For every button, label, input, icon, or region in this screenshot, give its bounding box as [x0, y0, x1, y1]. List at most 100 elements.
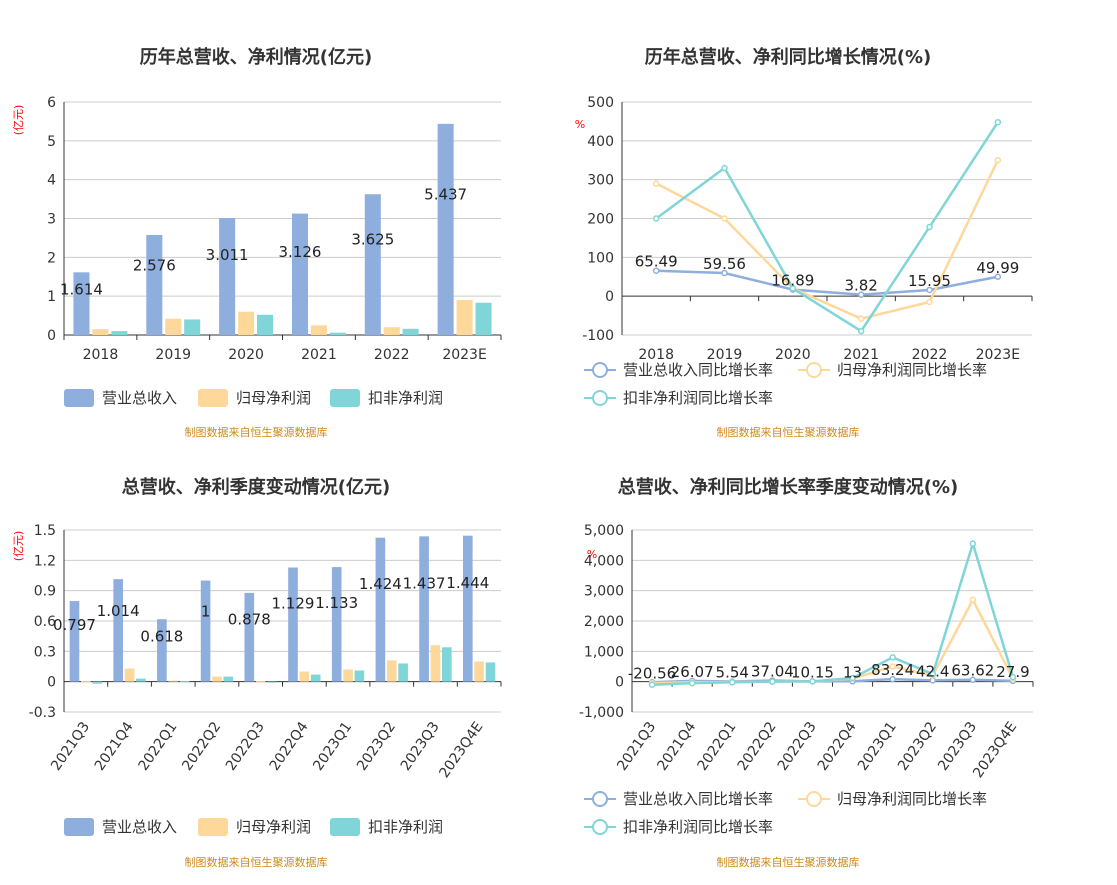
data-label: 42.4	[916, 662, 949, 680]
point-deducted	[889, 654, 896, 661]
quarterly-growth-chart: 总营收、净利同比增长率季度变动情况(%)% -1,000 0 1,000 2,000 3,…	[579, 476, 1034, 869]
legend-swatch	[330, 818, 360, 836]
y-tick-label: 5	[47, 134, 56, 150]
bar-netprofit	[456, 300, 473, 335]
x-tick-label: 2022Q4	[815, 719, 860, 774]
point-deducted	[809, 678, 816, 685]
point-netprofit	[969, 596, 977, 604]
data-label: 0.878	[228, 611, 271, 629]
bar-netprofit	[124, 668, 135, 682]
x-tick-label: 2023Q1	[310, 719, 355, 774]
data-label: 59.56	[703, 255, 746, 273]
y-tick-label: 0	[47, 675, 56, 691]
data-label: 83.24	[871, 661, 914, 679]
x-tick-label: 2022Q2	[179, 719, 224, 774]
x-tick-label: 2021Q4	[92, 719, 137, 774]
bar-netprofit	[430, 645, 441, 682]
y-tick-label: 500	[587, 95, 614, 111]
y-tick-label: 1.2	[34, 553, 56, 569]
y-tick-label: 3	[47, 212, 56, 228]
bar-revenue	[437, 123, 454, 336]
data-label: -20.56	[628, 664, 676, 682]
bar-revenue	[419, 536, 429, 682]
bar-revenue	[244, 592, 255, 682]
x-tick-label: 2022Q1	[136, 719, 181, 774]
bar-revenue	[69, 601, 80, 682]
data-label: 26.07	[671, 663, 714, 681]
bar-revenue	[200, 580, 211, 682]
data-label: 5.54	[716, 663, 749, 681]
point-revenue	[969, 676, 977, 683]
y-tick-label: 200	[587, 212, 614, 228]
bar-netprofit	[165, 318, 182, 335]
point-netprofit	[857, 315, 865, 322]
bar-netprofit	[383, 327, 400, 335]
x-tick-label: 2020	[228, 347, 264, 363]
legend-swatch	[198, 818, 228, 836]
data-label: 5.437	[424, 185, 467, 203]
bar-deducted	[402, 328, 419, 335]
point-deducted	[857, 327, 865, 335]
legend-swatch	[330, 389, 360, 407]
legend-label: 扣非净利润同比增长率	[623, 389, 773, 407]
y-tick-label: 0	[615, 675, 624, 691]
legend-label: 归母净利润	[236, 818, 311, 836]
point-deducted	[721, 164, 728, 172]
bar-netprofit	[81, 681, 91, 683]
legend-marker	[806, 791, 822, 807]
legend-label: 归母净利润同比增长率	[837, 790, 987, 808]
bar-deducted	[179, 681, 190, 683]
y-tick-label: 5,000	[584, 523, 624, 539]
data-label: 1.424	[359, 575, 402, 593]
bar-revenue	[291, 213, 308, 335]
line-deducted	[652, 539, 1015, 686]
data-label: 2.576	[133, 257, 176, 275]
point-deducted	[849, 674, 856, 682]
point-revenue	[889, 675, 896, 683]
data-label: 3.126	[279, 243, 322, 261]
bar-revenue	[157, 619, 167, 682]
data-label: 49.99	[976, 259, 1019, 277]
line-netprofit	[655, 159, 999, 321]
bar-netprofit	[310, 325, 327, 335]
bar-deducted	[267, 681, 277, 683]
bar-deducted	[111, 331, 128, 335]
bar-revenue	[73, 272, 90, 335]
point-deducted	[926, 223, 933, 231]
legend-label: 扣非净利润	[368, 818, 443, 836]
x-tick-label: 2022Q3	[775, 719, 820, 774]
bar-revenue	[331, 567, 342, 682]
point-netprofit	[926, 298, 933, 306]
y-tick-label: 1.5	[34, 523, 56, 539]
bar-netprofit	[299, 671, 310, 682]
bar-netprofit	[92, 329, 109, 335]
data-label: 15.95	[908, 272, 951, 290]
bar-netprofit	[386, 660, 397, 682]
data-label: 37.04	[751, 663, 794, 681]
bar-deducted	[184, 319, 201, 335]
data-label: 10.15	[791, 663, 834, 681]
point-deducted	[969, 540, 977, 547]
data-label: 1.444	[446, 574, 489, 592]
source-note: 制图数据来自恒生聚源数据库	[717, 855, 860, 869]
x-tick-label: 2021	[843, 347, 879, 363]
point-deducted	[729, 679, 736, 686]
bar-deducted	[442, 647, 452, 682]
y-tick-label: -1,000	[579, 705, 624, 721]
y-tick-label: 0.9	[34, 584, 56, 600]
data-label: 1.614	[60, 281, 103, 299]
legend-label: 扣非净利润	[368, 389, 443, 407]
y-tick-label: 0	[47, 328, 56, 344]
point-deducted	[789, 285, 797, 292]
point-netprofit	[721, 215, 728, 222]
chart-title: 历年总营收、净利情况(亿元)	[140, 46, 372, 68]
point-netprofit	[652, 180, 660, 187]
bar-deducted	[223, 676, 234, 682]
annual-growth-chart: 历年总营收、净利同比增长情况(%)% -100 0 100 200 300 400 500 20…	[575, 46, 1033, 439]
legend-label: 营业总收入	[102, 818, 177, 836]
bar-revenue	[113, 579, 123, 682]
bar-deducted	[475, 302, 492, 335]
point-revenue	[652, 267, 660, 274]
source-note: 制图数据来自恒生聚源数据库	[185, 425, 328, 439]
point-revenue	[857, 291, 865, 298]
